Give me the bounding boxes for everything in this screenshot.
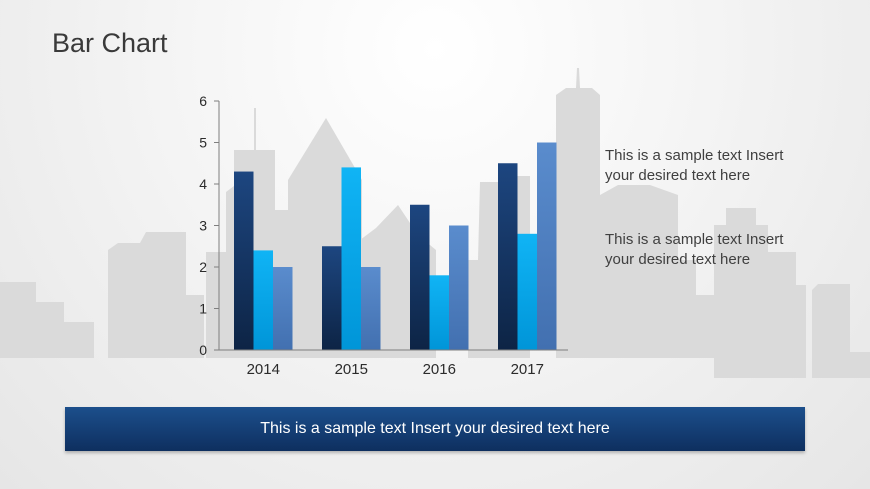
y-tick-label: 4 bbox=[199, 176, 207, 192]
bar-series-1-2015 bbox=[322, 246, 342, 350]
sample-text-note-1: This is a sample text Insert your desire… bbox=[605, 147, 784, 184]
bar-series-3-2014 bbox=[273, 267, 293, 350]
bar-series-3-2015 bbox=[361, 267, 381, 350]
y-tick-label: 1 bbox=[199, 301, 207, 317]
bar-series-2-2014 bbox=[253, 250, 273, 350]
footer-banner: This is a sample text Insert your desire… bbox=[65, 407, 805, 451]
axis-group: 0 1 2 3 4 5 6 2014 2015 2016 2017 bbox=[199, 93, 568, 378]
bar-series-3-2016 bbox=[449, 225, 469, 350]
bar-series-2-2016 bbox=[429, 275, 449, 350]
y-tick-label: 6 bbox=[199, 93, 207, 109]
bar-series-3-2017 bbox=[537, 142, 557, 350]
bar-series-1-2014 bbox=[234, 171, 254, 350]
bar-series-1-2017 bbox=[498, 163, 518, 350]
y-tick-label: 5 bbox=[199, 135, 207, 151]
y-tick-label: 2 bbox=[199, 259, 207, 275]
slide-title: Bar Chart bbox=[52, 28, 168, 58]
y-tick-label: 3 bbox=[199, 218, 207, 234]
y-tick-label: 0 bbox=[199, 342, 207, 358]
x-category-label: 2015 bbox=[335, 361, 368, 378]
bar-series-2-2017 bbox=[517, 233, 537, 350]
bar-series-2-2015 bbox=[341, 167, 361, 350]
bar-series-1-2016 bbox=[410, 204, 430, 350]
sample-text-note-2: This is a sample text Insert your desire… bbox=[605, 231, 784, 268]
x-category-label: 2014 bbox=[247, 361, 280, 378]
x-category-label: 2017 bbox=[511, 361, 544, 378]
bars-group bbox=[234, 142, 557, 350]
x-category-label: 2016 bbox=[423, 361, 456, 378]
